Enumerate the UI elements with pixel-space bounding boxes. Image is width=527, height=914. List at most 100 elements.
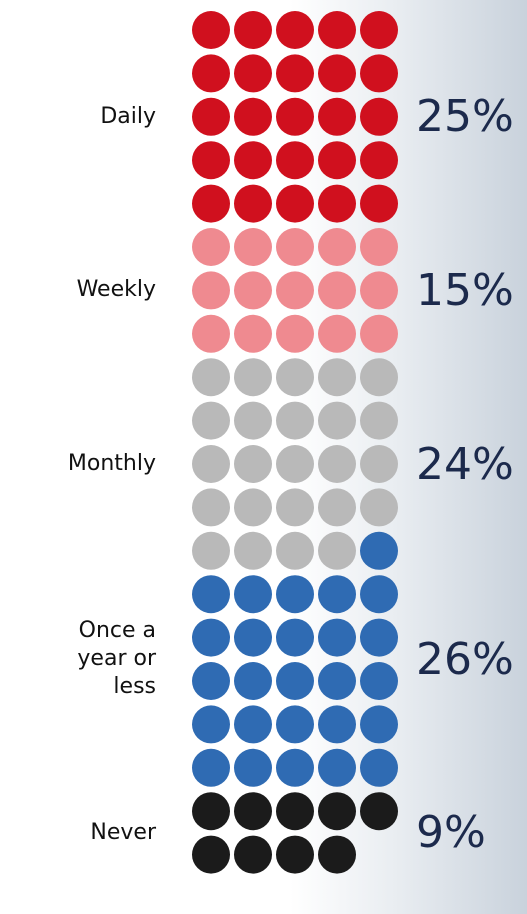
dot bbox=[192, 141, 230, 179]
dot bbox=[318, 575, 356, 613]
dot bbox=[234, 141, 272, 179]
value-label: 26% bbox=[416, 634, 514, 685]
dot bbox=[318, 705, 356, 743]
dot bbox=[192, 228, 230, 266]
dot bbox=[234, 662, 272, 700]
dot bbox=[192, 271, 230, 309]
dot bbox=[318, 488, 356, 526]
dot bbox=[234, 749, 272, 787]
dot bbox=[360, 228, 398, 266]
dot bbox=[192, 662, 230, 700]
dot bbox=[360, 185, 398, 223]
dot bbox=[234, 315, 272, 353]
dot bbox=[234, 54, 272, 92]
dot bbox=[192, 532, 230, 570]
dot bbox=[360, 445, 398, 483]
dot bbox=[318, 445, 356, 483]
dot bbox=[234, 445, 272, 483]
dot bbox=[234, 792, 272, 830]
dot bbox=[276, 228, 314, 266]
dot bbox=[318, 836, 356, 874]
dot bbox=[234, 488, 272, 526]
dot bbox=[192, 358, 230, 396]
category-label: Monthly bbox=[36, 450, 156, 478]
dot bbox=[234, 705, 272, 743]
dot bbox=[192, 315, 230, 353]
dot bbox=[360, 141, 398, 179]
dot bbox=[192, 575, 230, 613]
dot bbox=[234, 836, 272, 874]
dot bbox=[360, 705, 398, 743]
dot bbox=[276, 792, 314, 830]
dot bbox=[192, 749, 230, 787]
dot bbox=[318, 141, 356, 179]
dot bbox=[276, 402, 314, 440]
dot bbox=[318, 185, 356, 223]
dot bbox=[276, 749, 314, 787]
value-label: 25% bbox=[416, 91, 514, 142]
dot bbox=[318, 792, 356, 830]
dot bbox=[276, 836, 314, 874]
dot bbox=[192, 488, 230, 526]
dot bbox=[234, 271, 272, 309]
category-label: Once a year or less bbox=[36, 617, 156, 701]
dot bbox=[360, 271, 398, 309]
dot bbox=[318, 662, 356, 700]
dot bbox=[360, 532, 398, 570]
dot bbox=[360, 488, 398, 526]
dot bbox=[360, 11, 398, 49]
dot bbox=[276, 98, 314, 136]
dot bbox=[276, 11, 314, 49]
dot bbox=[276, 532, 314, 570]
dot bbox=[234, 11, 272, 49]
dot bbox=[276, 141, 314, 179]
dot bbox=[192, 445, 230, 483]
dot bbox=[234, 532, 272, 570]
dot bbox=[234, 185, 272, 223]
category-label: Never bbox=[36, 819, 156, 847]
dot bbox=[318, 532, 356, 570]
dot bbox=[318, 228, 356, 266]
value-label: 15% bbox=[416, 265, 514, 316]
dot bbox=[192, 792, 230, 830]
dot bbox=[318, 402, 356, 440]
dot bbox=[276, 705, 314, 743]
dot bbox=[192, 54, 230, 92]
dot bbox=[192, 98, 230, 136]
dot bbox=[360, 619, 398, 657]
dot bbox=[360, 358, 398, 396]
dot bbox=[318, 54, 356, 92]
dot bbox=[276, 315, 314, 353]
dot bbox=[360, 402, 398, 440]
dot bbox=[192, 185, 230, 223]
dot bbox=[234, 358, 272, 396]
dot bbox=[276, 271, 314, 309]
dot bbox=[192, 402, 230, 440]
dot bbox=[360, 54, 398, 92]
dot bbox=[234, 228, 272, 266]
dot bbox=[192, 11, 230, 49]
value-label: 24% bbox=[416, 439, 514, 490]
dot bbox=[318, 11, 356, 49]
dot bbox=[360, 575, 398, 613]
dot bbox=[318, 749, 356, 787]
dot bbox=[234, 619, 272, 657]
dot bbox=[318, 271, 356, 309]
dot bbox=[360, 315, 398, 353]
dot bbox=[318, 619, 356, 657]
dot bbox=[192, 836, 230, 874]
category-label: Weekly bbox=[36, 276, 156, 304]
dot bbox=[276, 662, 314, 700]
dot bbox=[276, 488, 314, 526]
dot bbox=[318, 315, 356, 353]
dot bbox=[234, 402, 272, 440]
page: (() => { const data = JSON.parse(documen… bbox=[0, 0, 527, 914]
category-label: Daily bbox=[36, 103, 156, 131]
dot bbox=[276, 54, 314, 92]
dot bbox=[234, 98, 272, 136]
dot bbox=[276, 185, 314, 223]
dot bbox=[360, 749, 398, 787]
value-label: 9% bbox=[416, 807, 486, 858]
dot bbox=[276, 358, 314, 396]
dot bbox=[360, 98, 398, 136]
